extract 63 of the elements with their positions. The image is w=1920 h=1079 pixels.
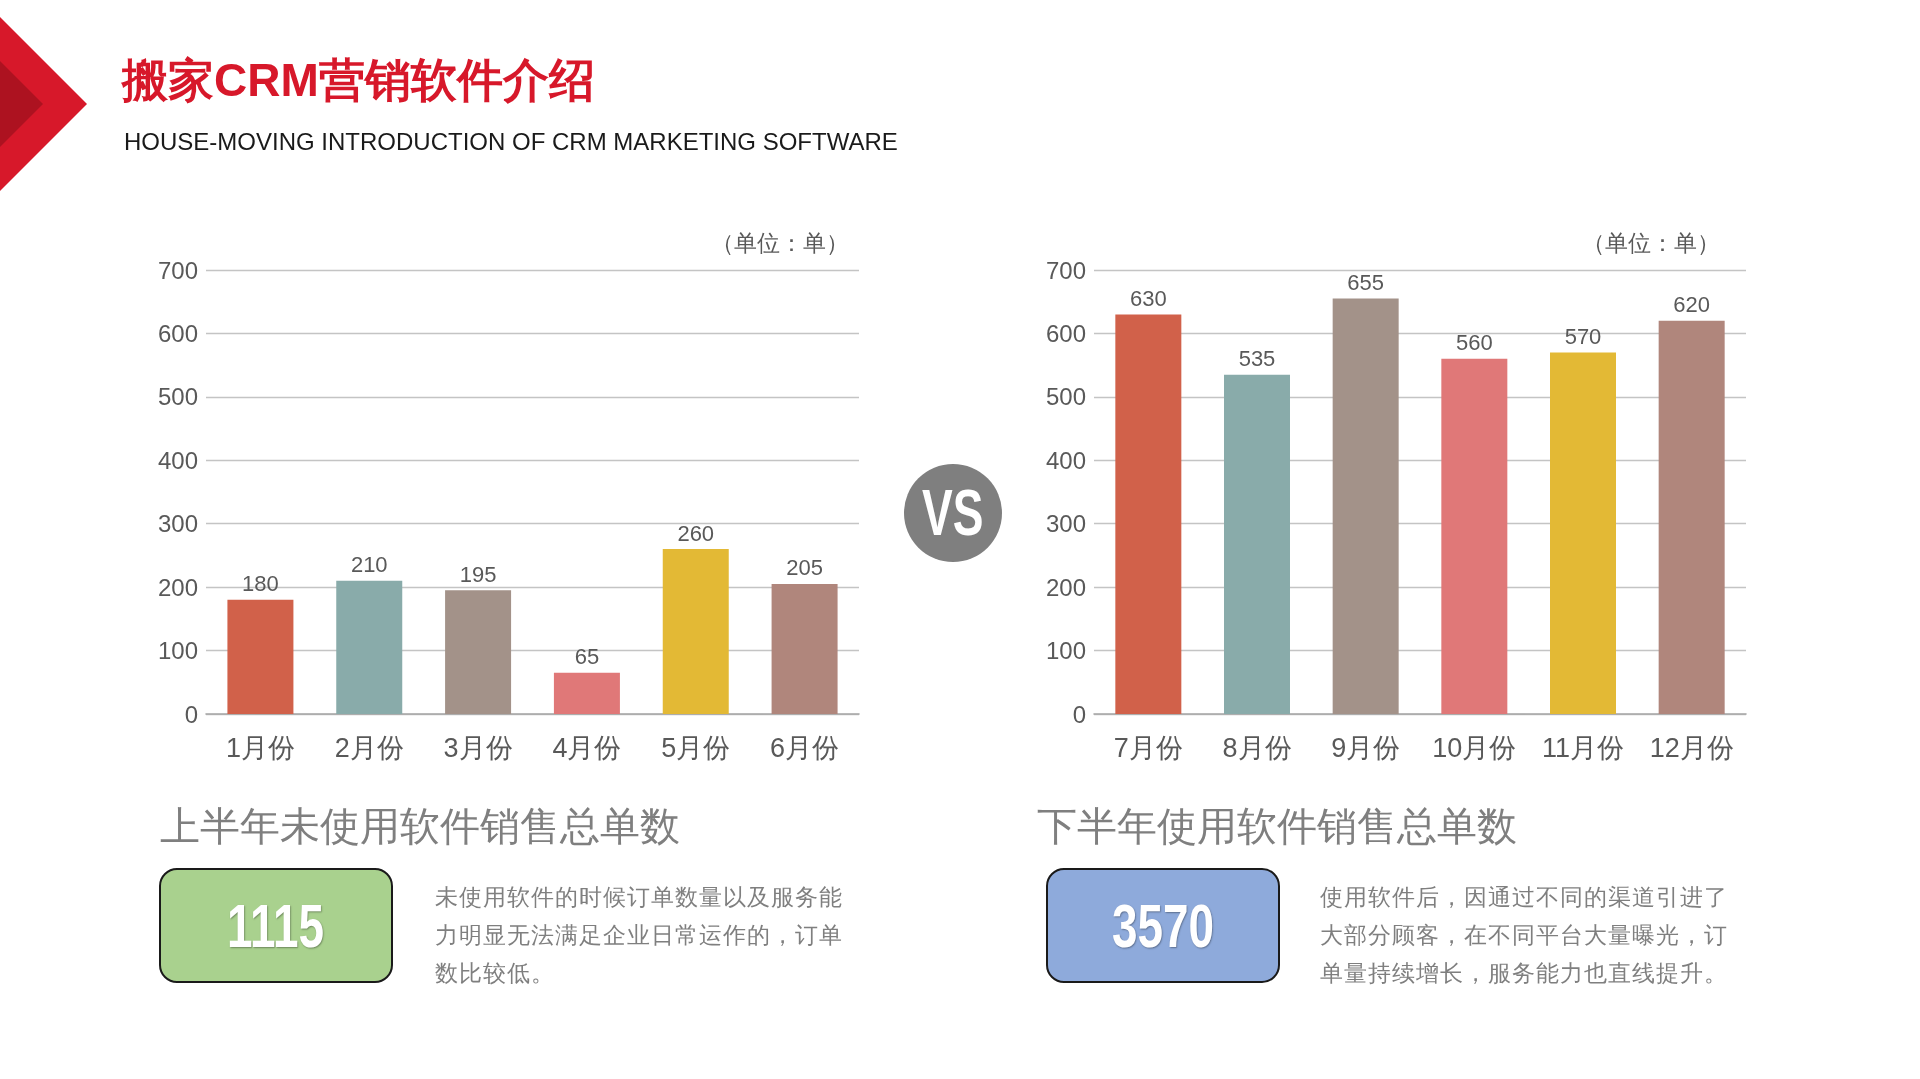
x-tick-label: 2月份	[334, 732, 404, 763]
x-tick-label: 7月份	[1113, 732, 1183, 763]
y-tick-label: 500	[1045, 383, 1086, 411]
y-tick-label: 0	[1072, 700, 1086, 728]
data-label: 180	[242, 571, 279, 597]
bar	[553, 672, 620, 714]
y-axis-title: （单位：单）	[1582, 229, 1720, 256]
y-tick-label: 200	[1045, 573, 1086, 601]
bar	[336, 580, 403, 714]
chart-title: 搬家CRM营销软件介绍	[122, 53, 595, 108]
text: VS	[922, 477, 984, 549]
chart-subtitle: HOUSE-MOVING INTRODUCTION OF CRM MARKETING SOFTWARE	[124, 127, 898, 157]
bar	[1658, 320, 1725, 714]
y-tick-label: 700	[1045, 256, 1086, 284]
data-label: 195	[459, 561, 497, 587]
bar	[445, 590, 512, 714]
y-tick-label: 400	[157, 446, 198, 474]
data-label: 205	[786, 555, 823, 581]
x-tick-label: 9月份	[1331, 732, 1401, 763]
text: 下半年使用软件销售总单数	[1037, 803, 1517, 850]
bar	[227, 599, 294, 714]
x-tick-label: 3月份	[443, 732, 513, 763]
x-tick-label: 4月份	[552, 732, 622, 763]
y-tick-label: 300	[157, 510, 198, 538]
x-tick-label: 1月份	[225, 732, 295, 763]
x-tick-label: 8月份	[1222, 732, 1292, 763]
data-label: 655	[1347, 270, 1385, 296]
text: 未使用软件的时候订单数量以及服务能力明显无法满足企业日常运作的，订单数比较低。	[435, 883, 844, 988]
data-label: 210	[350, 552, 388, 578]
data-label: 535	[1238, 346, 1276, 372]
bar	[771, 583, 838, 714]
x-tick-label: 5月份	[661, 732, 731, 763]
text: 3570	[1111, 890, 1215, 960]
y-tick-label: 0	[184, 700, 198, 728]
y-tick-label: 200	[157, 573, 198, 601]
data-label: 260	[677, 520, 715, 546]
y-tick-label: 300	[1045, 510, 1086, 538]
x-tick-label: 11月份	[1541, 732, 1625, 763]
y-tick-label: 700	[157, 256, 198, 284]
data-label: 570	[1564, 323, 1602, 349]
bar	[662, 549, 729, 714]
data-label: 560	[1455, 330, 1493, 356]
x-tick-label: 12月份	[1649, 732, 1734, 763]
data-label: 630	[1129, 285, 1167, 311]
data-label: 620	[1673, 292, 1711, 318]
x-tick-label: 6月份	[770, 732, 840, 763]
y-axis-title: （单位：单）	[711, 229, 849, 256]
text: 使用软件后，因通过不同的渠道引进了大部分顾客，在不同平台大量曝光，订单量持续增长，服务能力也直线提升。	[1320, 883, 1729, 988]
data-label: 65	[574, 644, 600, 670]
text: 1115	[227, 890, 325, 960]
bar	[1441, 358, 1508, 714]
y-tick-label: 500	[157, 383, 198, 411]
bar	[1115, 314, 1182, 714]
bar	[1332, 298, 1399, 714]
y-tick-label: 400	[1045, 446, 1086, 474]
y-tick-label: 100	[1045, 637, 1086, 665]
y-tick-label: 600	[1045, 319, 1086, 347]
x-tick-label: 10月份	[1432, 732, 1517, 763]
bar	[1550, 352, 1616, 714]
text: 上半年未使用软件销售总单数	[160, 803, 680, 850]
bar	[1224, 374, 1290, 714]
y-tick-label: 100	[157, 637, 198, 665]
y-tick-label: 600	[157, 319, 198, 347]
